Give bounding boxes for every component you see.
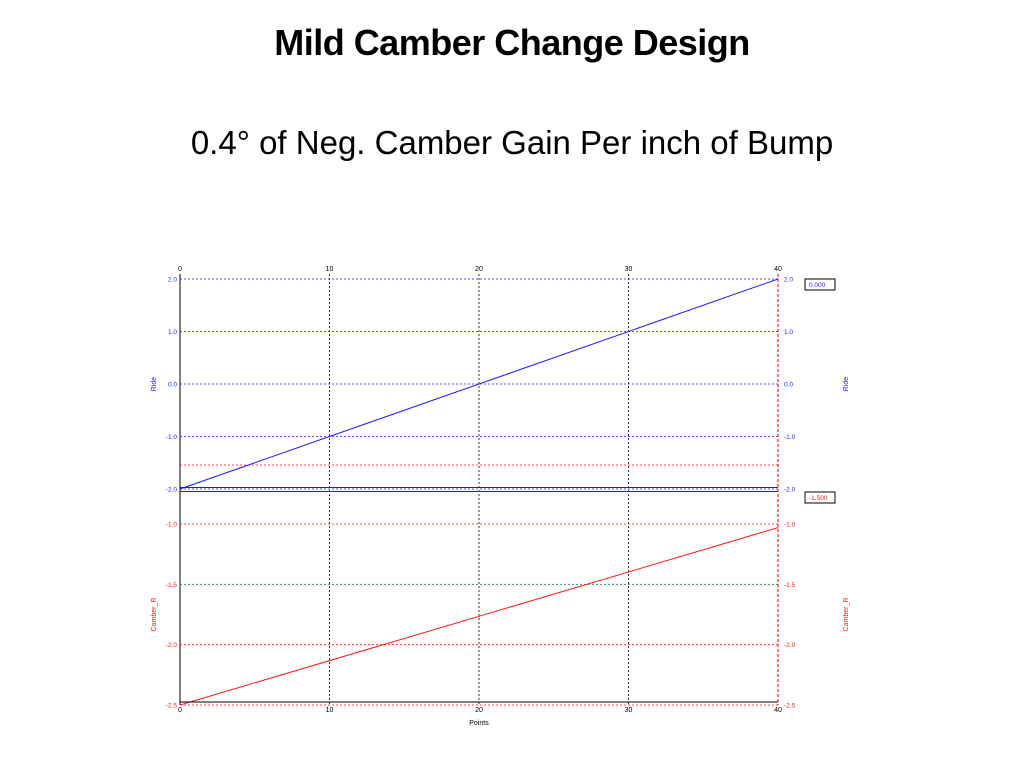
x-tick-label-top: 0 [178, 266, 182, 273]
y-tick-label-left: -1.0 [166, 434, 178, 441]
y-tick-label-right: -1.0 [784, 522, 796, 529]
y-tick-label-right: -2.0 [784, 642, 796, 649]
y-tick-label-left: -1.0 [166, 522, 178, 529]
y-axis-title-right: Ride [843, 377, 850, 392]
slide-subtitle: 0.4° of Neg. Camber Gain Per inch of Bum… [190, 124, 834, 161]
y-tick-label-left: 2.0 [168, 277, 177, 284]
readout-box [804, 491, 836, 504]
x-tick-label-bottom: 40 [774, 707, 782, 714]
y-tick-label-right: 2.0 [784, 277, 793, 284]
y-tick-label-right: 0.0 [784, 382, 793, 389]
x-axis-title: Points [469, 720, 489, 727]
y-tick-label-right: -2.0 [784, 487, 796, 494]
x-tick-label-top: 30 [625, 266, 633, 273]
x-tick-label-top: 40 [774, 266, 782, 273]
y-tick-label-left: -1.5 [166, 582, 178, 589]
x-tick-label-bottom: 30 [625, 707, 633, 714]
y-tick-label-left: -2.5 [166, 703, 178, 710]
y-axis-title-left: Camber_R [151, 598, 158, 632]
slide-title: Mild Camber Change Design [274, 22, 750, 63]
x-tick-label-top: 10 [326, 266, 334, 273]
series-line-camber-r [179, 527, 779, 706]
readout-box [804, 278, 836, 291]
y-tick-label-right: -2.5 [784, 703, 796, 710]
y-tick-label-left: -2.0 [166, 642, 178, 649]
y-tick-label-right: 1.0 [784, 329, 793, 336]
x-tick-label-bottom: 10 [326, 707, 334, 714]
y-axis-title-left: Ride [151, 377, 158, 392]
x-tick-label-bottom: 0 [178, 707, 182, 714]
y-tick-label-left: 0.0 [168, 382, 177, 389]
y-tick-label-left: -2.0 [166, 487, 178, 494]
y-axis-title-right: Camber_R [843, 598, 850, 632]
x-tick-label-top: 20 [475, 266, 483, 273]
series-line-ride [179, 278, 779, 490]
y-tick-label-right: -1.0 [784, 434, 796, 441]
readout-value: 0.000 [809, 282, 826, 289]
y-tick-label-right: -1.5 [784, 582, 796, 589]
readout-value: -1.500 [809, 495, 828, 502]
y-tick-label-left: 1.0 [168, 329, 177, 336]
x-tick-label-bottom: 20 [475, 707, 483, 714]
